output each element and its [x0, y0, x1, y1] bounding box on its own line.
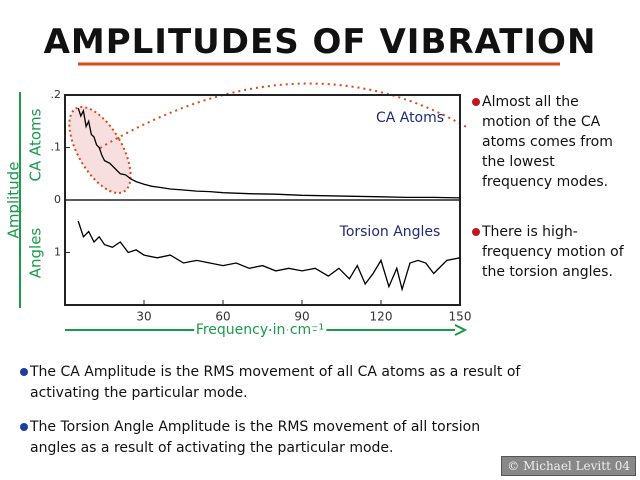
x-tick-label: 150 — [449, 310, 472, 324]
slide-title: AMPLITUDES OF VIBRATION — [43, 22, 597, 62]
y-tick-label: 0 — [54, 193, 61, 206]
annotation: Torsion Angles — [339, 224, 441, 240]
annotation: CA Atoms — [376, 110, 444, 126]
y-axis-label: Amplitude — [5, 162, 23, 239]
callout-line — [99, 82, 469, 149]
x-tick-label: 120 — [370, 310, 393, 324]
panel-y-label: Angles — [27, 228, 45, 279]
note-text: Almost all the motion of the CA atoms co… — [482, 94, 613, 190]
data-line — [77, 107, 461, 199]
panel-y-label: CA Atoms — [27, 108, 45, 181]
x-tick-label: 90 — [294, 310, 309, 324]
bullet: The CA Amplitude is the RMS movement of … — [20, 362, 530, 404]
y-tick-label: 1 — [54, 246, 61, 259]
bullet: The Torsion Angle Amplitude is the RMS m… — [20, 417, 530, 459]
y-tick-label: .1 — [51, 141, 62, 154]
bullet-dot — [472, 228, 480, 236]
y-tick-label: .2 — [51, 88, 62, 101]
data-line — [77, 220, 461, 292]
x-tick-label: 60 — [215, 310, 230, 324]
note-text: There is high-frequency motion of the to… — [482, 224, 624, 280]
note: There is high-frequency motion of the to… — [472, 222, 627, 282]
bullet-dot — [472, 98, 480, 106]
note: Almost all the motion of the CA atoms co… — [472, 92, 627, 192]
bullet-text: The Torsion Angle Amplitude is the RMS m… — [30, 419, 481, 456]
x-tick-label: 30 — [136, 310, 151, 324]
bullet-dot — [20, 368, 28, 376]
arrowhead — [454, 324, 468, 336]
bullet-text: The CA Amplitude is the RMS movement of … — [30, 364, 521, 401]
credit: © Michael Levitt 04 — [501, 456, 636, 476]
bullet-dot — [20, 423, 28, 431]
x-axis-label: Frequency in cm⁻¹ — [196, 322, 324, 338]
